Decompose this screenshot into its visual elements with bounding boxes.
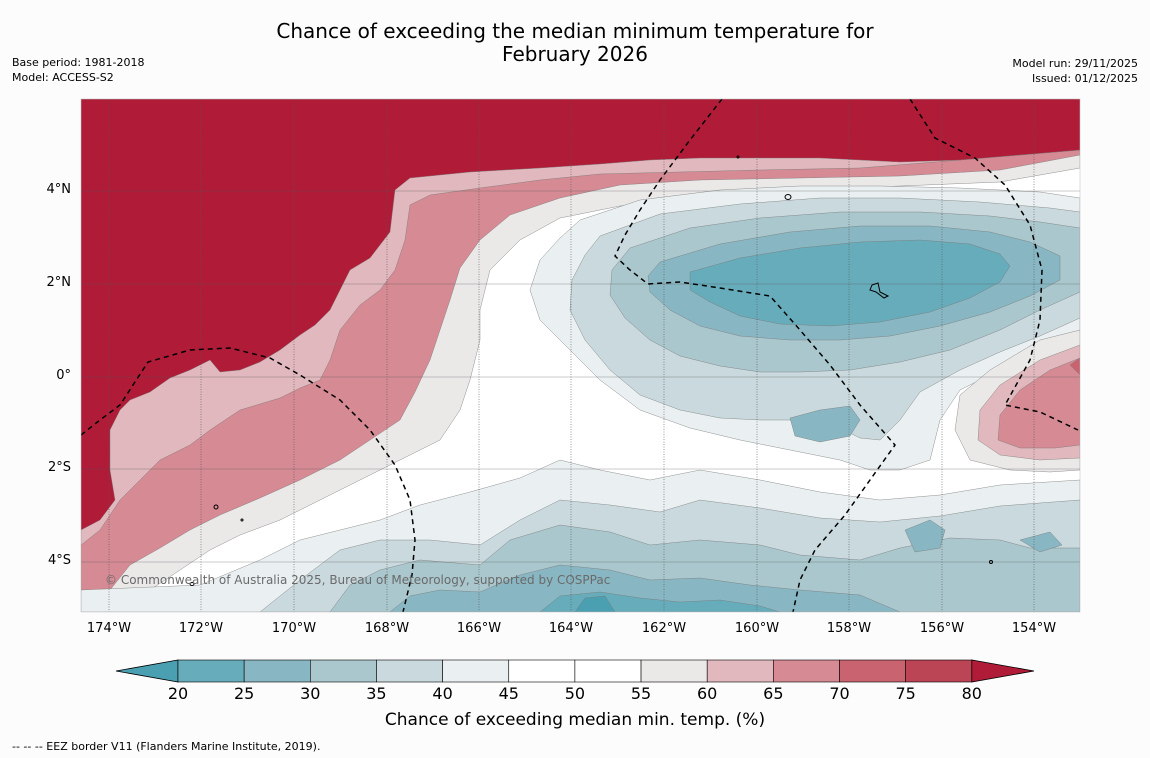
colorbar-segment — [442, 659, 510, 683]
latitude-label: 4°N — [46, 182, 72, 197]
longitude-label: 162°W — [641, 621, 687, 636]
longitude-label: 166°W — [456, 621, 502, 636]
longitude-label: 158°W — [826, 621, 872, 636]
colorbar-tick-label: 45 — [498, 684, 519, 703]
copyright-note: © Commonwealth of Australia 2025, Bureau… — [105, 573, 611, 587]
island — [213, 504, 219, 510]
colorbar-tick-label: 40 — [432, 684, 453, 703]
colorbar-segment — [706, 659, 774, 683]
colorbar-segment — [905, 659, 973, 683]
longitude-label: 170°W — [271, 621, 317, 636]
graticule — [81, 99, 1080, 612]
zone-above-80 — [81, 99, 1080, 531]
zone-20-25 — [689, 239, 1011, 327]
island — [784, 194, 792, 200]
title-line-1: Chance of exceeding the median minimum t… — [276, 19, 874, 43]
longitude-label: 164°W — [548, 621, 594, 636]
model-run: Model run: 29/11/2025 — [1012, 57, 1138, 70]
longitude-label: 168°W — [364, 621, 410, 636]
colorbar-segment — [376, 659, 443, 683]
zone-70-75-east — [1069, 357, 1080, 376]
colorbar-segment — [640, 659, 708, 683]
colorbar-tick-label: 20 — [167, 684, 189, 703]
colorbar-tick-label: 80 — [961, 684, 982, 703]
longitude-label: 154°W — [1011, 621, 1057, 636]
colorbar-max-arrow — [971, 659, 1035, 683]
longitude-label: 172°W — [178, 621, 224, 636]
issued-date: Issued: 01/12/2025 — [1031, 72, 1138, 85]
zone-25-30-south — [389, 564, 901, 612]
island — [189, 582, 195, 586]
colorbar — [115, 659, 1035, 683]
colorbar-tick-label: 50 — [564, 684, 586, 703]
zone-30-35-south-east — [904, 519, 946, 553]
colorbar-tick-label: 30 — [300, 684, 321, 703]
colorbar-segment — [574, 659, 642, 683]
eez-legend-note: -- -- -- EEZ border V11 (Flanders Marine… — [12, 740, 321, 753]
colorbar-segment — [309, 659, 377, 683]
colorbar-segment — [773, 659, 840, 683]
latitude-label: 4°S — [47, 553, 71, 568]
island — [869, 282, 890, 299]
islands — [189, 155, 993, 586]
eez-border — [614, 99, 896, 612]
probability-field — [81, 99, 1080, 612]
colorbar-tick-label: 65 — [763, 684, 784, 703]
colorbar-tick-label: 55 — [630, 684, 652, 703]
colorbar-segment — [243, 659, 311, 683]
latitude-label: 0° — [56, 368, 71, 383]
longitude-label: 160°W — [734, 621, 780, 636]
zone-65-70-east — [997, 357, 1080, 449]
colorbar-segment — [508, 659, 576, 683]
colorbar-min-arrow — [115, 659, 179, 683]
eez-borders — [81, 99, 1079, 612]
colorbar-label: Chance of exceeding median min. temp. (%… — [384, 710, 766, 730]
longitude-label: 174°W — [86, 621, 132, 636]
map-title: Chance of exceeding the median minimum t… — [0, 20, 1150, 66]
eez-border — [909, 99, 1079, 431]
island — [989, 560, 993, 564]
eez-border — [81, 347, 416, 612]
title-line-2: February 2026 — [502, 42, 648, 66]
colorbar-segment — [177, 659, 245, 683]
island — [736, 155, 740, 159]
colorbar-tick-label: 35 — [366, 684, 387, 703]
base-period: Base period: 1981-2018 — [12, 56, 145, 69]
model-name: Model: ACCESS-S2 — [12, 71, 114, 84]
island — [240, 518, 244, 522]
colorbar-segment — [839, 659, 906, 683]
longitude-label: 156°W — [919, 621, 965, 636]
meta-left: Base period: 1981-2018 Model: ACCESS-S2 — [12, 55, 144, 85]
colorbar-tick-label: 60 — [697, 684, 718, 703]
zone-30-35-east — [789, 405, 861, 443]
map-frame — [80, 98, 1081, 613]
zone-below-20-south — [574, 595, 616, 612]
colorbar-tick-label: 70 — [829, 684, 850, 703]
colorbar-tick-label: 75 — [895, 684, 916, 703]
colorbar-tick-label: 25 — [233, 684, 255, 703]
meta-right: Model run: 29/11/2025 Issued: 01/12/2025 — [1012, 56, 1138, 86]
zone-30-35-south-east-2 — [1019, 531, 1063, 553]
latitude-label: 2°N — [46, 275, 72, 290]
latitude-label: 2°S — [47, 460, 71, 475]
